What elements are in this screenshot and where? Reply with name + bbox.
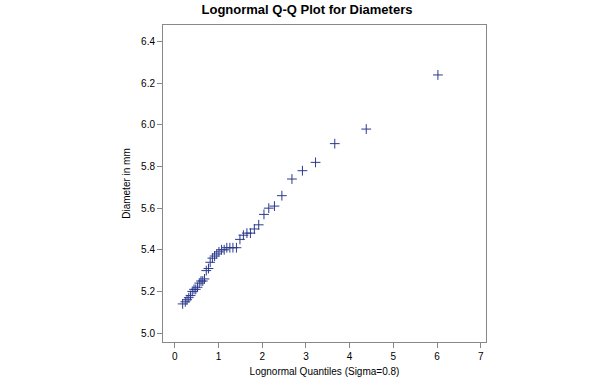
svg-text:4: 4 bbox=[347, 351, 353, 362]
svg-text:5.4: 5.4 bbox=[141, 244, 155, 255]
svg-text:0: 0 bbox=[172, 351, 178, 362]
svg-text:6: 6 bbox=[434, 351, 440, 362]
svg-text:5.8: 5.8 bbox=[141, 161, 155, 172]
svg-text:6.4: 6.4 bbox=[141, 36, 155, 47]
svg-text:6.2: 6.2 bbox=[141, 78, 155, 89]
svg-text:2: 2 bbox=[259, 351, 265, 362]
svg-text:6.0: 6.0 bbox=[141, 119, 155, 130]
svg-text:5: 5 bbox=[391, 351, 397, 362]
svg-text:5.0: 5.0 bbox=[141, 328, 155, 339]
svg-text:Lognormal Quantiles (Sigma=0.8: Lognormal Quantiles (Sigma=0.8) bbox=[250, 366, 400, 377]
svg-text:5.2: 5.2 bbox=[141, 286, 155, 297]
svg-text:1: 1 bbox=[216, 351, 222, 362]
svg-text:3: 3 bbox=[303, 351, 309, 362]
svg-text:7: 7 bbox=[478, 351, 484, 362]
svg-text:5.6: 5.6 bbox=[141, 203, 155, 214]
svg-text:Diameter in mm: Diameter in mm bbox=[121, 148, 132, 219]
svg-text:Lognormal Q-Q Plot for Diamete: Lognormal Q-Q Plot for Diameters bbox=[202, 2, 413, 17]
